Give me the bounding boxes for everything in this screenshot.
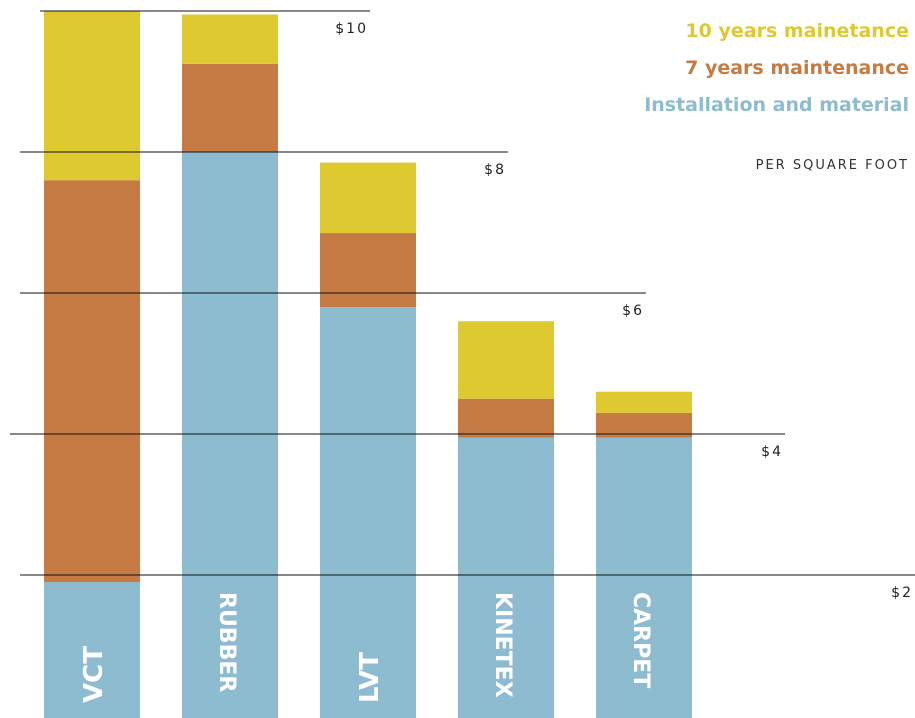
bar-lvt-series-1 [320, 233, 416, 308]
tick-label-6: $6 [622, 303, 644, 319]
category-label-kinetex: KINETEX [490, 592, 515, 698]
tick-label-4: $4 [761, 444, 783, 460]
bar-carpet-series-1 [596, 412, 692, 438]
bars-group [44, 11, 692, 718]
bar-kinetex-series-1 [458, 398, 554, 438]
bar-kinetex-series-2 [458, 321, 554, 399]
unit-note: PER SQUARE FOOT [755, 158, 909, 173]
category-label-lvt: LVT [355, 652, 385, 703]
tick-labels-group: $2 $4 $6 $8 $10 [335, 21, 913, 601]
bar-carpet-series-0 [596, 437, 692, 718]
bar-kinetex-series-0 [458, 437, 554, 718]
bar-rubber-series-2 [182, 14, 278, 64]
legend-entry-10-years: 10 years mainetance [685, 20, 909, 42]
gridlines-group [10, 10, 915, 576]
category-label-rubber: RUBBER [214, 592, 239, 692]
tick-label-2: $2 [891, 585, 913, 601]
tick-label-8: $8 [484, 162, 506, 178]
bar-rubber-series-1 [182, 63, 278, 152]
bar-rubber-series-0 [182, 152, 278, 718]
legend-entry-7-years: 7 years maintenance [685, 57, 909, 79]
bar-lvt-series-2 [320, 162, 416, 234]
bar-vct-series-1 [44, 180, 140, 583]
bar-vct-series-2 [44, 11, 140, 181]
bar-carpet-series-2 [596, 391, 692, 413]
legend-entry-installation: Installation and material [644, 94, 909, 116]
bar-vct-series-0 [44, 582, 140, 718]
category-label-carpet: CARPET [628, 592, 653, 688]
category-labels-group: VCT RUBBER LVT KINETEX CARPET [79, 592, 653, 703]
category-label-vct: VCT [79, 646, 109, 703]
bar-lvt-series-0 [320, 307, 416, 718]
tick-label-10: $10 [335, 21, 368, 37]
